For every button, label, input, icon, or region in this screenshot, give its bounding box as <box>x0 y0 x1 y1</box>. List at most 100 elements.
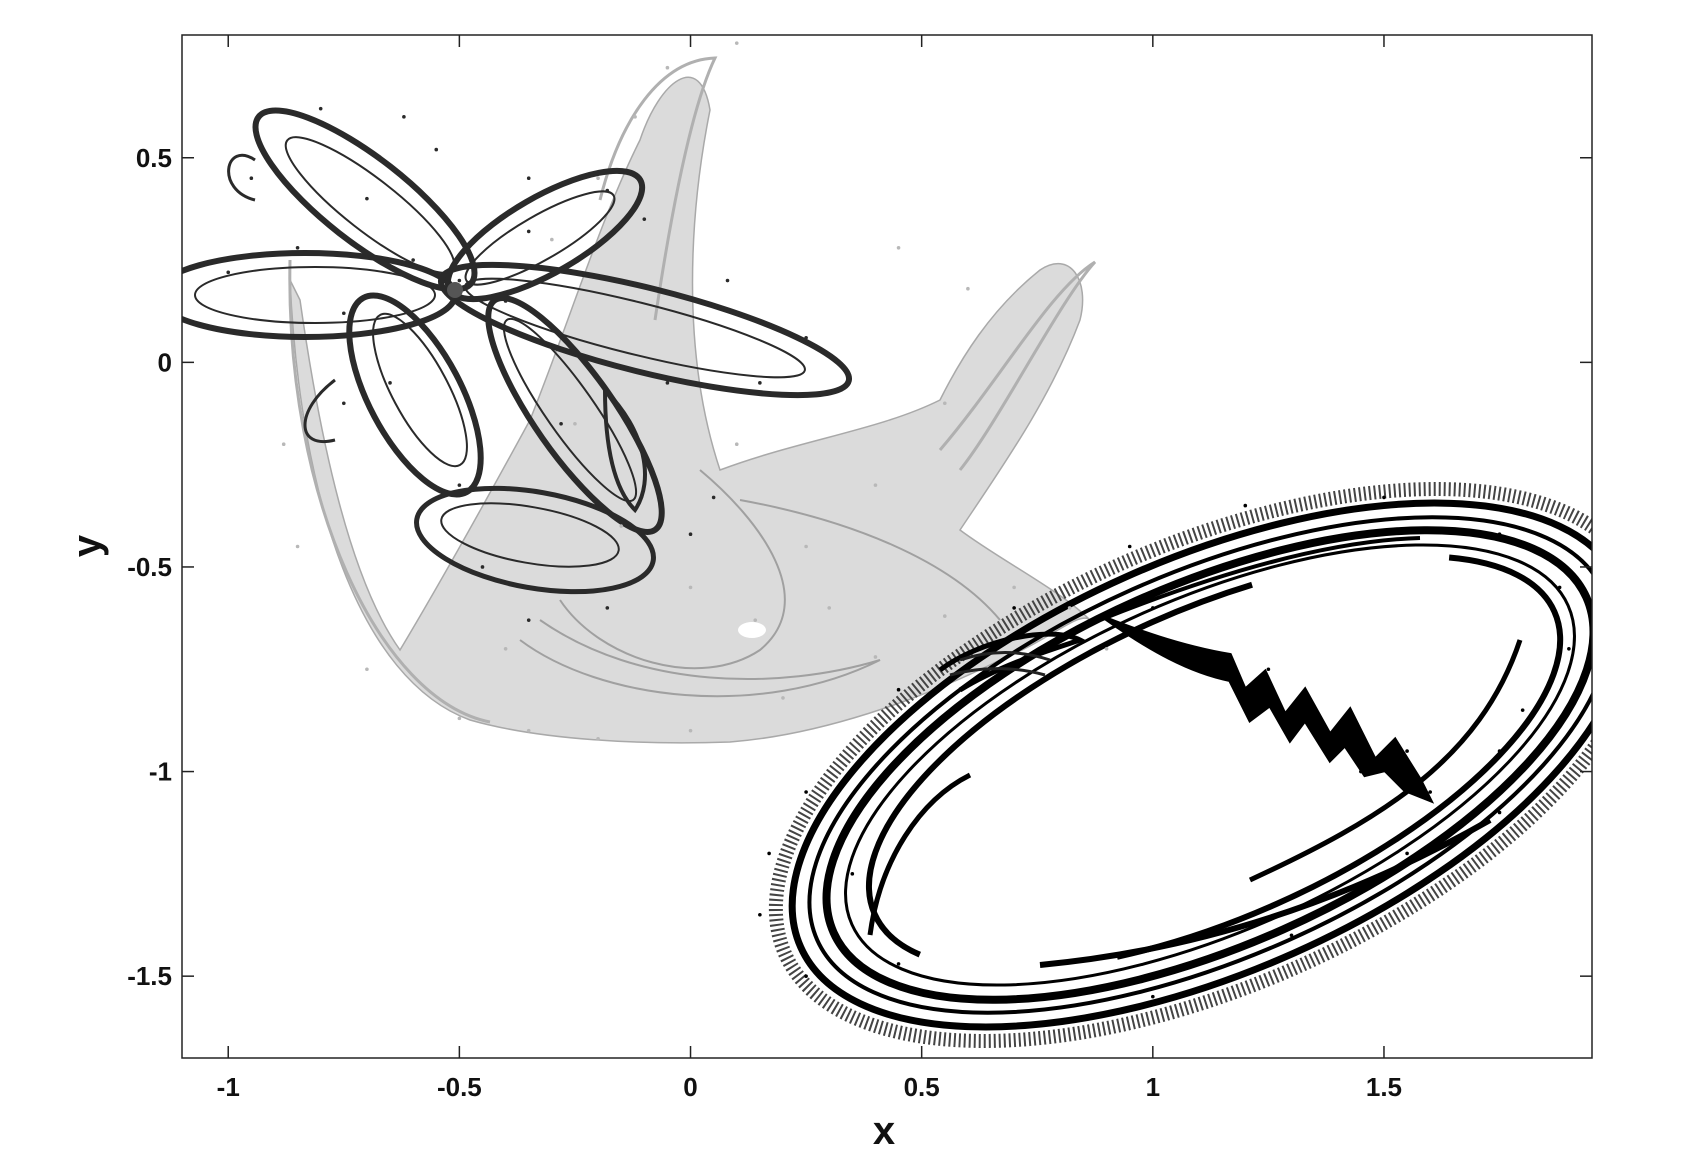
series-0-point <box>942 614 947 618</box>
series-2-point <box>1428 790 1432 794</box>
series-2-point <box>1012 1023 1016 1028</box>
series-1-point <box>411 258 415 262</box>
series-1-point <box>526 229 531 234</box>
series-1-point <box>642 217 647 221</box>
series-1-point <box>480 565 485 569</box>
flower-curl-a <box>603 388 647 514</box>
y-tick-label: 0 <box>158 347 172 377</box>
series-0-point <box>734 41 739 45</box>
series-2-point <box>1197 647 1201 651</box>
series-0-point <box>503 647 508 651</box>
x-tick-label: 1 <box>1146 1072 1160 1102</box>
series-black-ellipse <box>768 482 1592 1048</box>
x-tick-label: 0 <box>683 1072 697 1102</box>
series-0-point <box>596 737 600 741</box>
series-1-point <box>402 115 406 119</box>
series-2-point <box>1151 606 1155 610</box>
x-tick-label: -1 <box>217 1072 240 1102</box>
series-2-point <box>1289 933 1294 938</box>
series-0-point <box>550 237 554 242</box>
series-1-point <box>665 381 670 385</box>
y-tick-label: -1 <box>149 757 172 787</box>
gray-inner-swirl-b <box>559 469 786 670</box>
petal-left-inner <box>194 266 436 324</box>
series-1-point <box>605 606 610 610</box>
gray-crescent-spike-right <box>938 260 1097 471</box>
y-tick-label: -0.5 <box>127 552 172 582</box>
flower-curl-b <box>303 378 336 443</box>
series-2-point <box>1335 737 1340 741</box>
flower-center <box>447 282 463 298</box>
petal-right-outer <box>437 261 853 399</box>
petal-upper-left-inner <box>284 136 456 274</box>
series-2-point <box>804 974 808 978</box>
series-1-point <box>318 106 323 111</box>
series-0-point <box>873 483 878 487</box>
series-0-point <box>688 585 693 590</box>
series-0-point <box>619 524 623 528</box>
x-tick-label: 1.5 <box>1366 1072 1402 1102</box>
series-1-point <box>226 270 231 275</box>
series-2-point <box>1497 532 1502 537</box>
series-1-point <box>688 532 693 537</box>
series-2-point <box>804 790 808 794</box>
series-0-point <box>573 421 577 426</box>
x-tick-label: 0.5 <box>904 1072 940 1102</box>
series-0-point <box>365 667 369 672</box>
series-2-point <box>1382 495 1386 500</box>
y-tick-label: 0.5 <box>136 143 172 173</box>
series-1-point <box>526 176 531 181</box>
series-2-point <box>1243 503 1248 508</box>
series-1-point <box>711 495 716 500</box>
petal-bottom-outer <box>414 485 656 595</box>
ellipse-ring-2 <box>807 515 1592 1015</box>
petal-bottom-inner <box>440 502 620 568</box>
series-1-point <box>365 196 369 201</box>
x-axis-label: x <box>873 1109 895 1153</box>
series-2-point <box>1127 544 1132 549</box>
series-1-point <box>457 278 462 283</box>
series-1-point <box>605 188 610 193</box>
axes: -1 -0.5 0 0.5 1 1.5 0.5 0 -0.5 -1 -1.5 <box>127 34 1593 1102</box>
ellipse-ring-1 <box>788 499 1592 1031</box>
series-0-point <box>734 442 739 447</box>
series-2-point <box>1557 585 1562 590</box>
series-dark-flower <box>182 107 853 595</box>
series-0-point <box>827 606 832 610</box>
series-0-point <box>526 728 531 733</box>
ellipse-ring-outer-halo <box>768 482 1592 1048</box>
series-0-point <box>295 544 300 549</box>
flower-curl-c <box>227 153 256 202</box>
series-1-point <box>725 278 730 283</box>
ellipse-fold-loops <box>949 651 1051 677</box>
series-0-point <box>804 544 808 549</box>
series-2-point <box>1289 720 1294 725</box>
petal-lower-right-inner <box>502 317 638 503</box>
series-0-point <box>596 176 600 181</box>
series-1-point <box>342 401 346 406</box>
series-0-point <box>942 401 947 406</box>
series-2-point <box>896 1015 901 1019</box>
ellipse-inner-jagged-band <box>1103 616 1435 804</box>
x-tick-label: -0.5 <box>437 1072 482 1102</box>
gray-crescent-spike-top <box>598 56 718 321</box>
ellipse-inner-tail-right <box>1248 639 1523 883</box>
series-2-point <box>1151 994 1155 999</box>
series-2-point <box>1405 749 1409 753</box>
series-2-point <box>758 912 762 917</box>
series-0-point <box>1104 647 1109 651</box>
petal-lower-left-outer <box>346 292 484 498</box>
scatter-points <box>226 41 1571 1028</box>
series-1-point <box>434 340 439 344</box>
series-1-point <box>457 483 462 487</box>
petal-left-outer <box>182 250 458 340</box>
ellipse-inner-tail-top <box>1099 536 1421 622</box>
series-0-point <box>457 716 462 721</box>
series-2-point <box>1567 647 1571 651</box>
series-0-point <box>1012 585 1016 590</box>
series-2-point <box>1359 769 1363 774</box>
series-1-point <box>804 336 808 340</box>
gray-inner-swirl-c <box>739 499 1001 621</box>
series-2-point <box>1012 606 1016 610</box>
series-2-point <box>850 872 855 876</box>
